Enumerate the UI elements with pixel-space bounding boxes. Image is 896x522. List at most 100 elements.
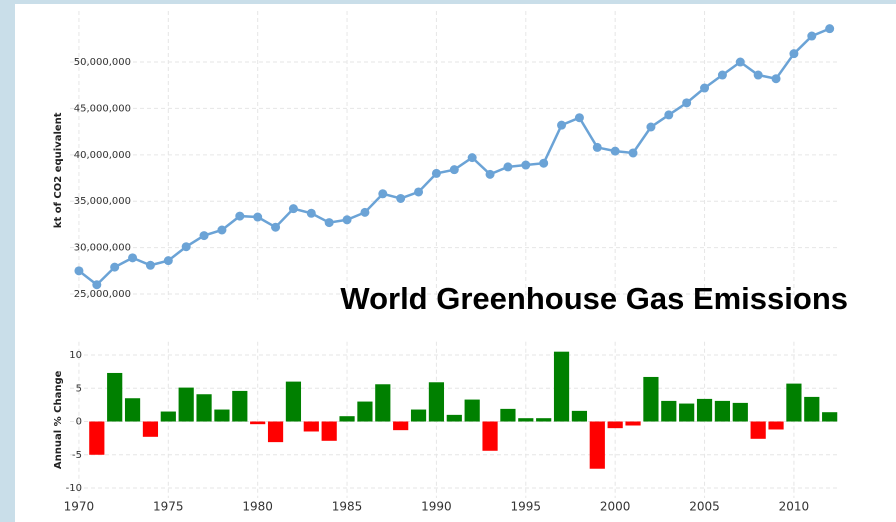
point [217,225,227,235]
y-tick-label: 25,000,000 [74,289,131,300]
point [521,160,531,170]
point [431,168,441,178]
point [628,148,638,158]
bar [553,351,570,422]
x-tick-label: 1980 [242,500,273,514]
bar [357,401,373,422]
point [789,49,799,59]
bar [482,421,498,451]
point [110,262,120,272]
bar [393,421,409,431]
bar [375,384,391,422]
bar [750,421,766,439]
bar [196,394,212,422]
point [735,57,745,67]
point [414,187,424,197]
bar [518,418,534,422]
point [485,169,495,179]
point [199,231,209,241]
y-tick-label: 35,000,000 [74,196,131,207]
y-tick-label: 30,000,000 [74,243,131,254]
bar [732,402,748,422]
bar [89,421,105,455]
y-axis-label: Annual % Change [53,370,64,469]
y-axis-label: kt of CO2 equivalent [53,112,64,228]
bar [643,376,659,422]
point [271,222,281,232]
point [235,211,245,221]
x-tick-label: 1995 [511,500,542,514]
point [592,142,602,152]
bar [142,421,159,437]
point [360,207,370,217]
y-tick-label: 10 [69,350,82,361]
bar [160,411,176,422]
bar [679,403,695,422]
y-tick-label: 40,000,000 [74,150,131,161]
x-tick-label: 1970 [64,500,95,514]
bar [178,387,194,422]
bar [768,421,784,430]
point [396,193,406,203]
bar [607,421,623,429]
bar [321,421,337,441]
x-tick-label: 1985 [332,500,363,514]
x-tick-label: 2005 [689,500,720,514]
x-tick-label: 1975 [153,500,184,514]
point [539,158,549,168]
point [467,153,477,163]
bar [410,409,427,422]
bar [267,421,284,443]
bar [107,372,123,422]
bar [446,414,462,422]
y-tick-label: 5 [76,383,82,394]
point [807,31,817,41]
point [342,215,352,225]
bar [232,390,248,422]
point [682,98,692,108]
bar [124,398,141,422]
point [753,70,763,80]
point [557,120,567,130]
bar [500,408,516,422]
bar [536,418,552,422]
bar [589,421,605,469]
point [503,162,513,172]
y-tick-label: -5 [72,450,82,461]
y-tick-label: -10 [66,483,82,494]
x-tick-label: 2010 [779,500,810,514]
bar [428,382,445,422]
point [646,122,656,132]
x-tick-label: 2000 [600,500,631,514]
y-tick-label: 45,000,000 [74,103,131,114]
bar [714,400,731,422]
point [378,189,388,199]
point [128,253,138,263]
point [700,83,710,93]
point [664,110,674,120]
point [771,74,781,84]
bar [303,421,319,432]
point [324,218,334,228]
bar [214,409,230,422]
bar [571,410,588,422]
point [306,208,316,218]
bar [786,383,802,422]
point [717,70,727,80]
point [74,266,84,276]
point [825,24,835,34]
bar [661,400,677,422]
point [92,280,102,290]
point [288,204,298,214]
point [163,256,173,266]
bar [285,381,302,422]
x-tick-label: 1990 [421,500,452,514]
bar [625,421,641,426]
bar [464,399,480,422]
y-tick-label: 50,000,000 [74,57,131,68]
point [574,113,584,123]
point [181,242,191,252]
point [145,260,155,270]
point [610,146,620,156]
bar [696,398,713,422]
